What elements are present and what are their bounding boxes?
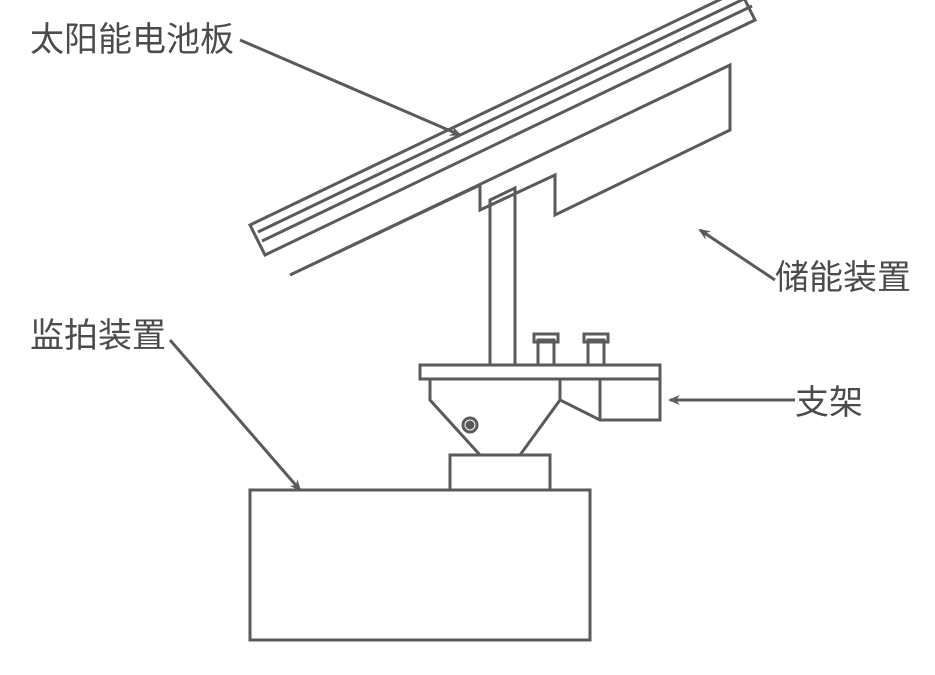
support-post [490, 188, 515, 365]
solar-panel [250, 0, 755, 255]
base-plate [450, 455, 550, 490]
leader-monitor-device [170, 340, 300, 490]
leader-solar-panel [240, 40, 460, 135]
label-monitor-device: 监拍装置 [30, 308, 166, 357]
label-bracket: 支架 [795, 375, 863, 424]
bracket [420, 334, 660, 455]
leader-energy-storage [700, 230, 775, 280]
label-solar-panel: 太阳能电池板 [30, 12, 234, 61]
bolt-icon [584, 334, 608, 365]
bolt-icon [534, 334, 558, 365]
label-energy-storage: 储能装置 [775, 250, 911, 299]
monitor-device-box [250, 490, 590, 640]
leader-lines [170, 40, 795, 490]
energy-storage-box [290, 65, 730, 275]
